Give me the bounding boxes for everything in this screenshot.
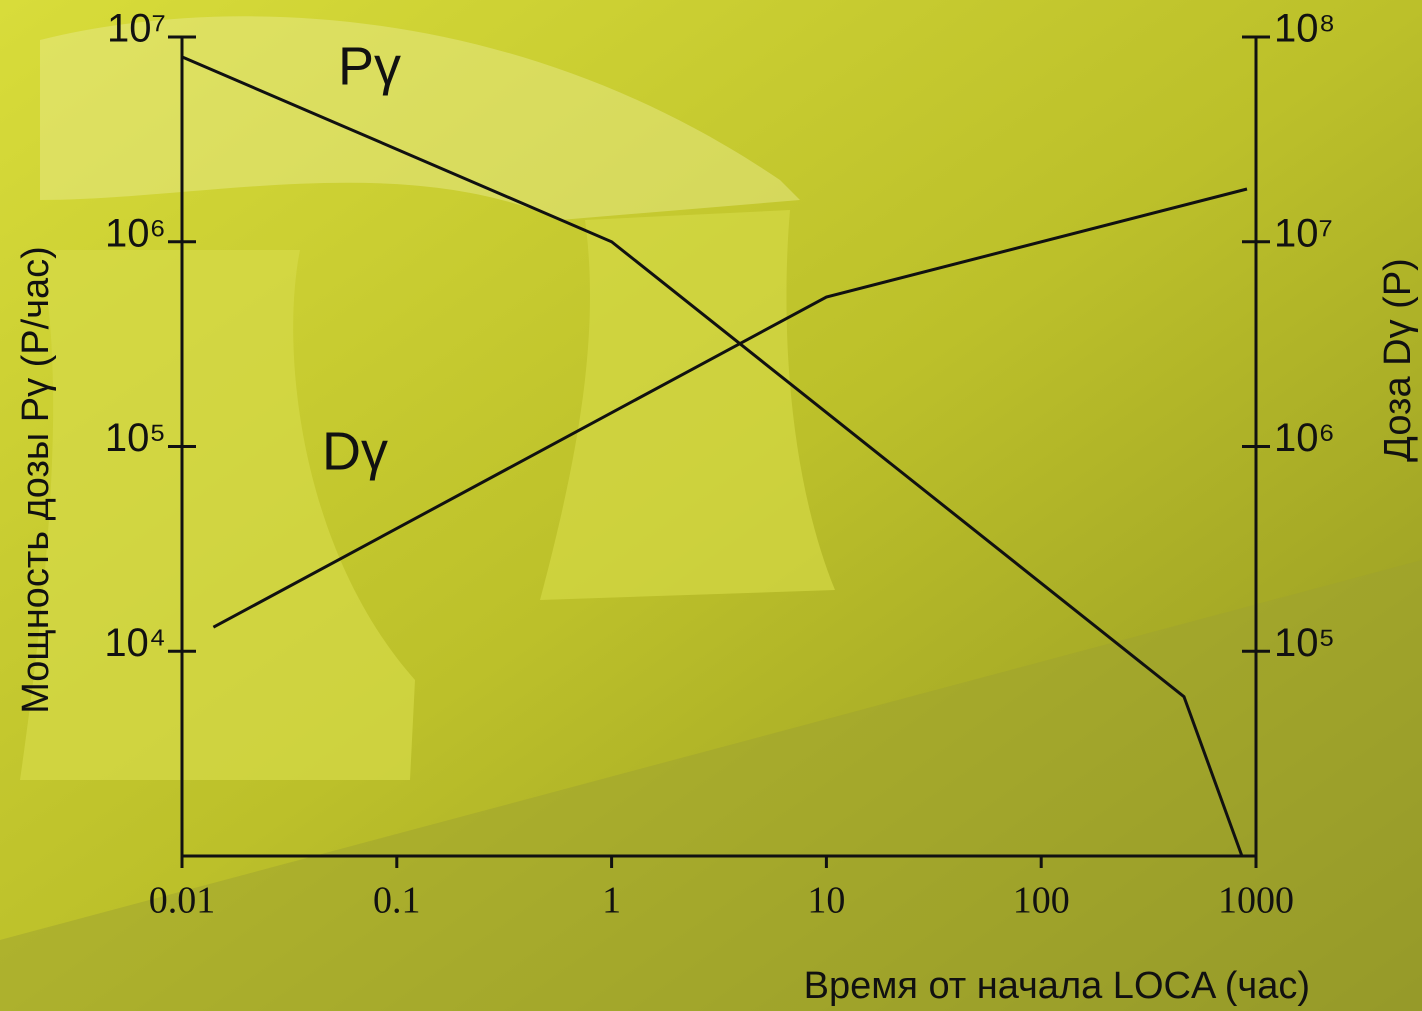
y-axis-label: Мощность дозы Pγ (Р/час)	[15, 246, 57, 714]
y2-tick-label: 10⁵	[1274, 621, 1335, 665]
x-tick-label: 1000	[1218, 880, 1294, 922]
y2-tick-label: 10⁶	[1274, 416, 1335, 460]
y-tick-label: 10⁷	[107, 7, 166, 51]
x-axis-label: Время от начала LOCA (час)	[804, 965, 1310, 1007]
y-tick-label: 10⁵	[105, 416, 166, 460]
tower-decor	[20, 250, 415, 780]
x-tick-label: 1	[602, 880, 621, 922]
y2-tick-label: 10⁸	[1274, 7, 1335, 51]
field-decor	[0, 560, 1422, 1011]
x-tick-label: 0.1	[373, 880, 421, 922]
series-line	[212, 187, 1248, 629]
series-name: Pγ	[338, 36, 401, 96]
series-name: Dγ	[322, 421, 388, 481]
y-tick-label: 10⁶	[105, 211, 166, 255]
series-line	[181, 55, 1244, 857]
tower-decor	[540, 210, 835, 600]
x-tick-label: 100	[1013, 880, 1070, 922]
x-tick-label: 0.01	[149, 880, 216, 922]
x-tick-label: 10	[807, 880, 845, 922]
y-tick-label: 10⁴	[104, 621, 166, 665]
y2-tick-label: 10⁷	[1274, 211, 1333, 255]
steam-decor	[40, 16, 800, 220]
y2-axis-label: Доза Dγ (Р)	[1377, 258, 1419, 462]
